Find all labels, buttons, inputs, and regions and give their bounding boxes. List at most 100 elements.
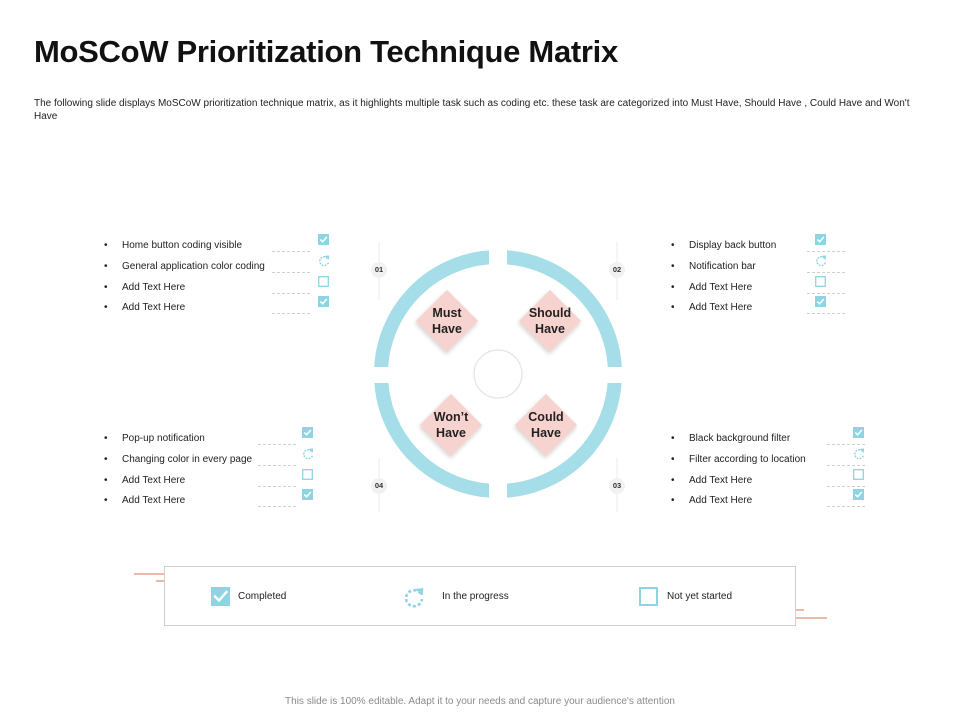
dotted-leader-line (807, 271, 845, 273)
task-text: Add Text Here (122, 474, 186, 486)
task-item: • Add Text Here (104, 489, 320, 516)
legend-not-started-label: Not yet started (667, 591, 733, 602)
dotted-leader-line (827, 485, 865, 487)
task-text: Add Text Here (689, 281, 753, 293)
quadrant-number-04: 04 (371, 478, 387, 494)
checkbox-checked-icon (302, 489, 313, 501)
dotted-leader-line (258, 464, 296, 466)
dotted-leader-line (258, 444, 296, 445)
wont-have-diamond (419, 393, 483, 457)
checkbox-checked-icon (211, 587, 230, 606)
should-have-label: Should Have (528, 306, 572, 336)
task-text: Add Text Here (689, 302, 753, 314)
must-have-task-list: • Home button coding visible • General appl… (104, 234, 334, 323)
refresh-icon (302, 448, 314, 460)
dotted-leader-line (827, 506, 865, 508)
refresh-icon (318, 255, 330, 267)
bullet: • (671, 240, 675, 251)
footer-note: This slide is 100% editable. Adapt it to… (285, 696, 675, 707)
task-text: Home button coding visible (122, 240, 243, 251)
dotted-leader-line (258, 485, 296, 487)
bullet: • (104, 453, 108, 465)
quadrant-number-03: 03 (609, 478, 625, 494)
dotted-leader-line (807, 292, 845, 294)
checkbox-checked-icon (853, 489, 864, 501)
must-have-diamond (415, 289, 479, 353)
page-title: MoSCoW Prioritization Technique Matrix (34, 34, 618, 69)
task-text: Add Text Here (122, 495, 186, 507)
dotted-leader-line (258, 506, 296, 508)
task-text: Display back button (689, 240, 777, 251)
accent-line (787, 617, 827, 619)
task-text: Notification bar (689, 260, 756, 272)
legend-completed: Completed (211, 567, 361, 627)
bullet: • (104, 281, 108, 293)
task-text: General application color coding (122, 260, 265, 272)
dotted-leader-line (827, 464, 865, 466)
should-have-task-list: • Display back button • Notification bar • Ad… (671, 234, 845, 323)
legend-in-progress-label: In the progress (442, 591, 509, 602)
task-item: • Add Text Here (104, 296, 334, 323)
dotted-leader-line (807, 313, 845, 315)
refresh-icon (815, 255, 827, 267)
checkbox-empty-icon (815, 275, 826, 287)
bullet: • (104, 474, 108, 486)
page-subtitle: The following slide displays MoSCoW prio… (34, 98, 910, 122)
should-have-diamond (518, 289, 582, 353)
task-text: Black background filter (689, 433, 791, 444)
bullet: • (671, 495, 675, 507)
task-item: • Pop-up notification (104, 427, 320, 454)
task-item: • Add Text Here (671, 296, 845, 323)
task-item: • Home button coding visible (104, 234, 334, 261)
dotted-leader-line (827, 444, 865, 445)
task-text: Changing color in every page (122, 453, 253, 465)
checkbox-checked-icon (815, 296, 826, 308)
wont-have-task-list: • Pop-up notification • Changing color in e… (104, 427, 320, 516)
refresh-icon (853, 448, 865, 460)
checkbox-empty-icon (318, 275, 329, 287)
dotted-leader-line (272, 271, 310, 273)
must-have-label: Must Have (432, 306, 462, 336)
dotted-leader-line (272, 251, 310, 252)
bullet: • (671, 474, 675, 486)
checkbox-checked-icon (302, 427, 313, 438)
refresh-icon (404, 588, 424, 608)
legend-completed-label: Completed (238, 591, 287, 602)
task-text: Pop-up notification (122, 433, 205, 444)
task-item: • Add Text Here (671, 468, 871, 496)
checkbox-checked-icon (318, 234, 329, 245)
task-item: • Notification bar (671, 255, 845, 282)
bullet: • (671, 453, 675, 465)
task-item: • Add Text Here (671, 275, 845, 303)
bullet: • (671, 433, 675, 444)
checkbox-empty-icon (853, 468, 864, 480)
task-item: • General application color coding (104, 255, 334, 282)
bullet: • (104, 495, 108, 507)
task-text: Add Text Here (689, 495, 753, 507)
task-item: • Add Text Here (671, 489, 871, 516)
dotted-leader-line (272, 313, 310, 315)
could-have-task-list: • Black background filter • Filter accordin… (671, 427, 871, 516)
bullet: • (671, 260, 675, 272)
bullet: • (671, 281, 675, 293)
task-item: • Changing color in every page (104, 448, 320, 475)
task-text: Filter according to location (689, 453, 806, 465)
quadrant-number-02: 02 (609, 262, 625, 278)
bullet: • (671, 302, 675, 314)
checkbox-checked-icon (853, 427, 864, 438)
center-hub (473, 349, 523, 399)
task-item: • Display back button (671, 234, 845, 261)
could-have-label: Could Have (528, 410, 564, 440)
could-have-diamond (514, 393, 578, 457)
legend-in-progress: In the progress (403, 567, 553, 627)
task-item: • Filter according to location (671, 448, 871, 475)
bullet: • (104, 260, 108, 272)
bullet: • (104, 240, 108, 251)
task-item: • Add Text Here (104, 468, 320, 496)
bullet: • (104, 433, 108, 444)
wont-have-label: Won’t Have (433, 410, 469, 440)
checkbox-checked-icon (318, 296, 329, 308)
status-legend: Completed In the progress Not yet starte… (164, 566, 796, 626)
task-text: Add Text Here (122, 302, 186, 314)
